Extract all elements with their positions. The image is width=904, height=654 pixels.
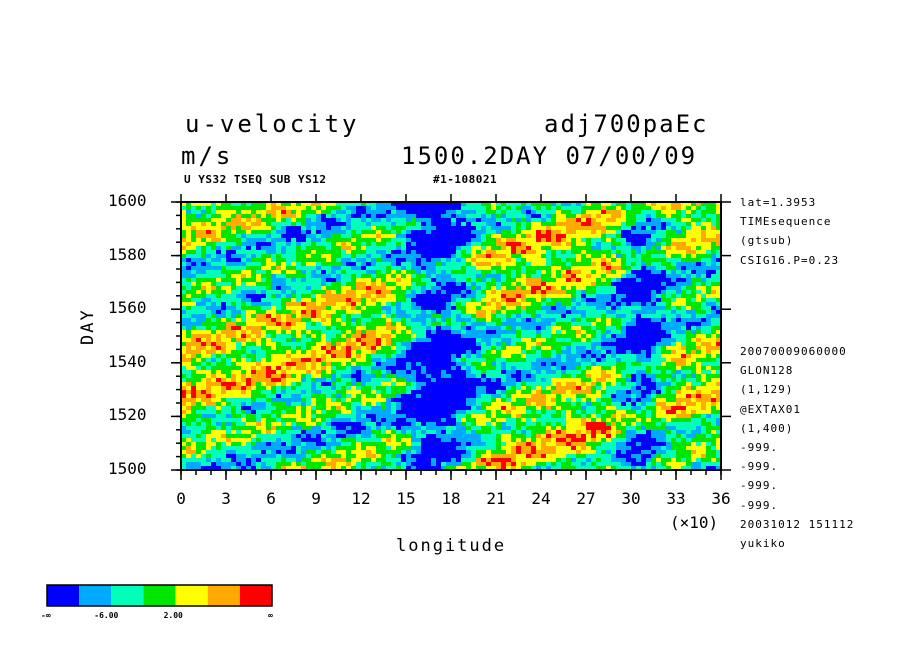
chart-title: u-velocity [185, 110, 360, 138]
axis-ticks [171, 194, 731, 480]
x-tick-label: 9 [311, 489, 321, 508]
x-tick-label: 36 [711, 489, 731, 508]
side-info-line: -999. [740, 479, 779, 493]
side-info-line: lat=1.3953 [740, 196, 817, 209]
x-tick-label: 6 [266, 489, 276, 508]
units-label: m/s [181, 142, 234, 170]
side-info-line: -999. [740, 460, 779, 474]
x-tick-label: 15 [396, 489, 416, 508]
y-tick-label: 1500 [108, 459, 147, 478]
x-tick-label: 3 [221, 489, 231, 508]
colorbar-swatch [79, 585, 112, 606]
x-axis-label: longitude [396, 536, 507, 556]
colorbar-swatch [207, 585, 240, 606]
y-tick-label: 1600 [108, 191, 147, 210]
experiment-name: adj700paEc [544, 110, 709, 138]
heatmap-field [181, 202, 721, 470]
colorbar-swatch [47, 585, 80, 606]
colorbar-swatch [175, 585, 208, 606]
time-label: 1500.2DAY 07/00/09 [401, 142, 698, 170]
x-tick-label: 12 [351, 489, 371, 508]
x-tick-label: 27 [576, 489, 596, 508]
colorbar-label: ∞ [268, 611, 273, 620]
subtitle-right: #1-108021 [433, 173, 498, 186]
side-info-line: @EXTAX01 [740, 402, 801, 416]
side-info-line: (1,129) [740, 383, 794, 397]
y-tick-label: 1580 [108, 244, 147, 264]
y-tick-label: 1520 [108, 405, 147, 425]
side-info-line: GLON128 [740, 364, 794, 378]
x-tick-label: 0 [176, 489, 186, 508]
colorbar-swatch [239, 585, 272, 606]
x-tick-label: 18 [441, 489, 461, 508]
colorbar [46, 584, 273, 607]
x-tick-label: 33 [666, 489, 686, 508]
x-tick-label: 21 [486, 489, 506, 508]
colorbar-swatch [143, 585, 176, 606]
side-info-line: (gtsub) [740, 234, 794, 248]
y-axis-label: DAY [78, 308, 98, 345]
y-tick-label: 1540 [108, 351, 147, 371]
y-tick-label: 1560 [108, 298, 147, 318]
colorbar-swatch [111, 585, 144, 606]
x-multiplier: (×10) [670, 513, 719, 532]
colorbar-frame [46, 584, 273, 607]
side-info-line: -999. [740, 441, 779, 454]
side-info-line: yukiko [740, 537, 786, 550]
x-tick-label: 24 [531, 489, 551, 508]
colorbar-label: -6.00 [94, 611, 119, 620]
colorbar-label: -∞ [41, 611, 51, 620]
side-info-line: (1,400) [740, 421, 794, 435]
subtitle-left: U YS32 TSEQ SUB YS12 [184, 173, 327, 186]
side-info-line: CSIG16.P=0.23 [740, 253, 840, 267]
side-info-line: TIMEsequence [740, 215, 832, 229]
x-tick-label: 30 [621, 489, 641, 508]
side-info-line: 20031012 151112 [740, 517, 855, 531]
side-info-line: -999. [740, 498, 779, 512]
colorbar-label: 2.00 [163, 611, 183, 620]
side-info-line: 20070009060000 [740, 345, 847, 358]
